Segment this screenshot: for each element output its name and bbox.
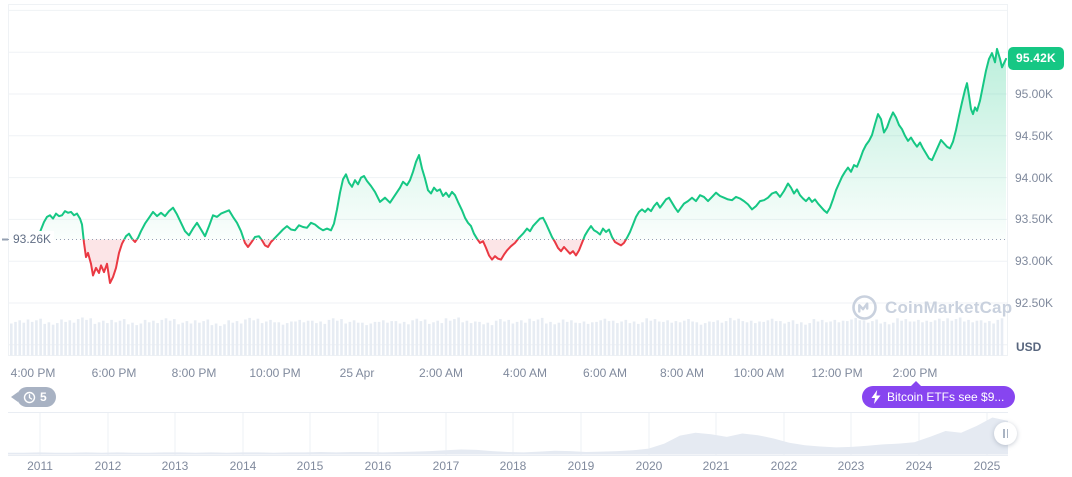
x-axis-tick-label: 8:00 AM [659,366,705,380]
timeline-year-label: 2018 [499,459,527,473]
x-axis-tick-label: 25 Apr [339,366,375,380]
timeline-year-label: 2020 [635,459,663,473]
currency-label: USD [1016,340,1042,354]
events-count: 5 [40,390,47,404]
news-badge-label: Bitcoin ETFs see $9... [887,390,1005,404]
clock-history-icon [23,391,36,403]
timeline-year-label: 2021 [702,459,730,473]
timeline-year-label: 2016 [364,459,392,473]
x-axis-tick-label: 10:00 PM [249,366,301,380]
x-axis-tick-label: 10:00 AM [733,366,785,380]
watermark-text: CoinMarketCap [885,297,1013,317]
y-axis-tick-label: 95.00K [1015,87,1054,101]
current-price-badge: 95.42K [1008,46,1064,70]
watermark: CoinMarketCap [851,294,1012,321]
y-axis-tick-label: 93.00K [1015,254,1054,269]
timeline-year-label: 2025 [973,459,1001,473]
baseline-price-label: 93.26K [10,230,55,247]
drag-handle-bar [1003,429,1005,438]
timeline-year-label: 2014 [229,459,257,473]
x-axis-tick-label: 6:00 PM [91,366,137,380]
events-badge[interactable]: 5 [17,387,56,407]
drag-handle-bar [1006,429,1008,438]
x-axis-tick-label: 6:00 AM [582,366,628,380]
timeline-year-label: 2019 [567,459,595,473]
timeline-drag-handle[interactable] [994,422,1017,445]
timeline-year-label: 2015 [296,459,324,473]
x-axis-tick-label: 8:00 PM [171,366,217,380]
y-axis-tick-label: 92.50K [1015,296,1054,310]
y-axis-tick-label: 94.00K [1015,170,1054,185]
x-axis-tick-label: 2:00 AM [418,366,464,380]
timeline-year-label: 2011 [27,459,53,473]
timeline-year-label: 2017 [432,459,460,473]
x-axis-tick-label: 2:00 PM [892,366,938,380]
coinmarketcap-logo-icon [852,295,877,320]
lightning-icon [871,390,881,404]
timeline-year-label: 2013 [161,459,189,473]
timeline-year-label: 2022 [770,459,798,473]
news-badge[interactable]: Bitcoin ETFs see $9... [862,381,1016,408]
timeline-year-label: 2024 [905,459,933,473]
y-axis-tick-label: 93.50K [1015,212,1054,227]
x-axis-tick-label: 4:00 AM [502,366,548,380]
y-axis-tick-label: 94.50K [1015,128,1054,143]
x-axis-tick-label: 12:00 PM [811,366,863,380]
timeline-year-label: 2023 [837,459,865,473]
x-axis-tick-label: 4:00 PM [10,366,56,380]
timeline-year-label: 2012 [94,459,122,473]
